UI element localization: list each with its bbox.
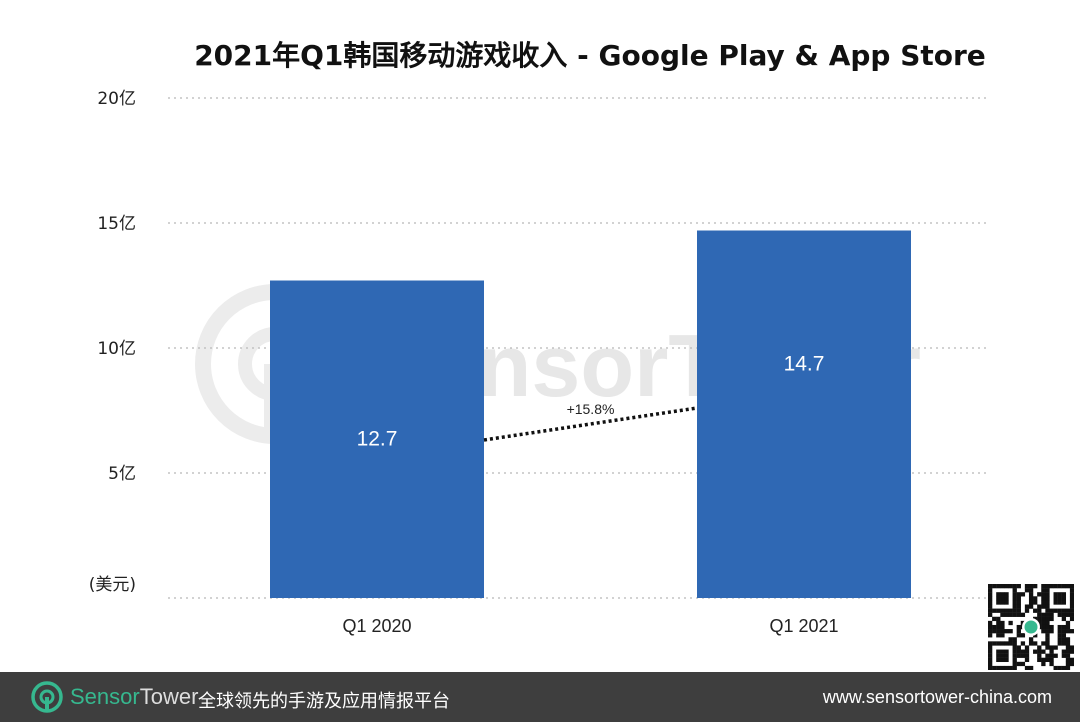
footer-brand: SensorTower <box>70 684 198 710</box>
y-tick-label: 20亿 <box>97 89 136 109</box>
y-unit-label: (美元) <box>89 575 136 595</box>
bar <box>697 230 911 598</box>
chart-title: 2021年Q1韩国移动游戏收入 - Google Play & App Stor… <box>194 39 986 72</box>
y-tick-label: 5亿 <box>108 464 136 484</box>
qr-code-icon <box>988 584 1074 670</box>
footer-bar: SensorTower 全球领先的手游及应用情报平台 www.sensortow… <box>0 672 1080 722</box>
sensortower-logo-icon <box>31 681 63 713</box>
footer-url[interactable]: www.sensortower-china.com <box>822 687 1052 707</box>
footer-brand-tower: Tower <box>139 684 199 709</box>
bar-value-label: 14.7 <box>784 353 825 376</box>
footer-tagline: 全球领先的手游及应用情报平台 <box>198 691 450 712</box>
footer-brand-sensor: Sensor <box>70 684 140 709</box>
y-tick-label: 10亿 <box>97 339 136 359</box>
x-tick-label: Q1 2021 <box>769 616 838 636</box>
x-tick-label: Q1 2020 <box>342 616 411 636</box>
bar <box>270 280 484 598</box>
y-tick-label: 15亿 <box>97 214 136 234</box>
growth-label: +15.8% <box>567 401 615 417</box>
bar-value-label: 12.7 <box>357 428 398 451</box>
